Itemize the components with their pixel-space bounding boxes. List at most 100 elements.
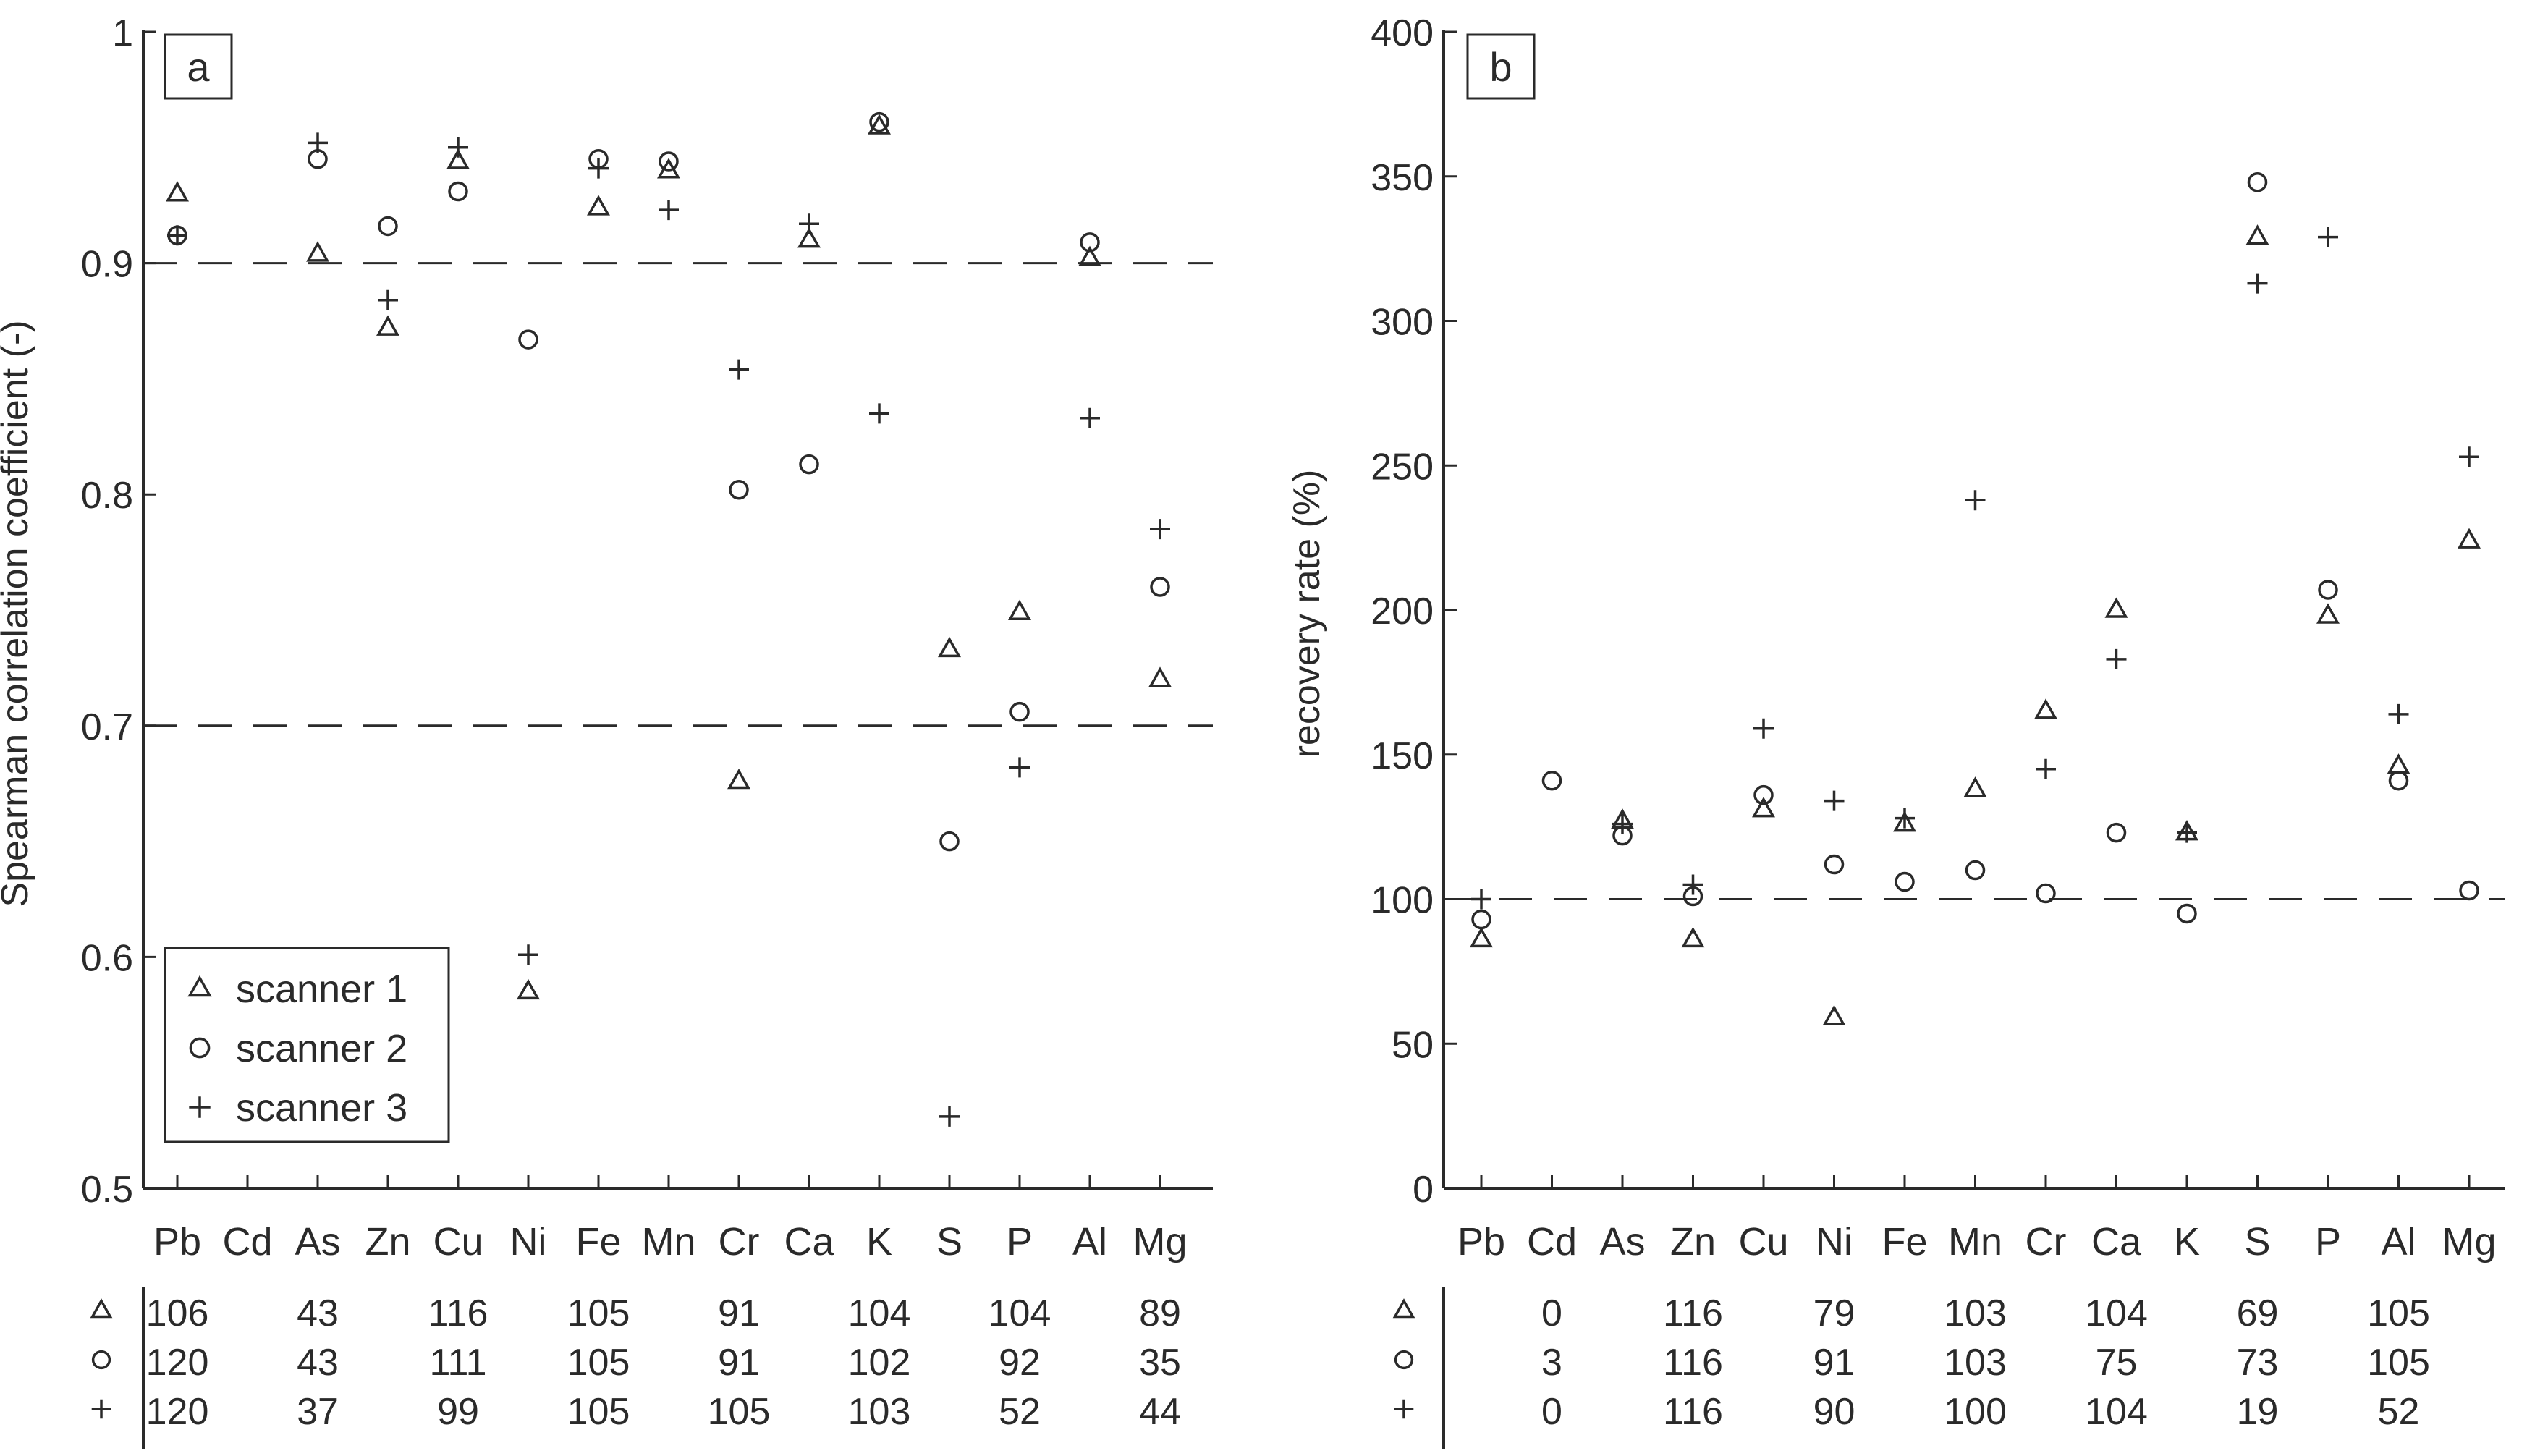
table-cell: 92 [999,1342,1041,1384]
data-point-circle [1080,232,1100,253]
data-point-plus [1682,874,1703,895]
y-tick-label: 0.5 [81,1169,133,1211]
table-cell: 116 [1663,1292,1723,1334]
table-row-marker [90,1298,113,1319]
data-point-triangle [797,227,821,248]
data-point-triangle [1078,245,1101,266]
data-point-circle [2318,580,2338,600]
table-cell: 105 [567,1391,630,1433]
data-point-plus [2388,703,2409,724]
data-point-triangle [1008,599,1031,620]
table-cell: 104 [2085,1292,2148,1334]
data-point-triangle [2034,698,2057,719]
data-point-triangle [868,114,891,135]
y-tick-label: 300 [1371,302,1434,344]
data-point-plus [939,1106,960,1127]
x-tick-label: S [2244,1220,2270,1264]
table-cell: 116 [428,1292,488,1334]
table-cell: 44 [1139,1391,1181,1433]
legend: scanner 1 scanner 2 scanner 3 [164,947,450,1143]
y-tick-label: 400 [1371,12,1434,54]
data-point-triangle [2316,603,2340,624]
data-point-triangle [1681,926,1705,948]
y-tick-label: 0.8 [81,475,133,517]
legend-entry: scanner 3 [236,1086,407,1130]
data-point-circle [1965,860,1986,881]
table-cell: 105 [567,1292,630,1334]
x-tick-label: Fe [575,1220,621,1264]
x-tick-label: Zn [1670,1220,1716,1264]
data-point-plus [167,225,187,246]
x-tick-label: Mg [2442,1220,2496,1264]
data-point-plus [2459,446,2479,467]
panel-label: a [187,44,210,90]
data-point-circle [1895,871,1915,892]
table-cell: 35 [1139,1342,1181,1384]
x-tick-label: Cr [719,1220,760,1264]
table-cell: 116 [1663,1342,1723,1384]
x-tick-label: Pb [153,1220,201,1264]
x-tick-label: S [936,1220,962,1264]
data-point-triangle [166,181,189,202]
data-point-plus [308,132,328,153]
data-point-plus [1824,790,1845,811]
data-point-circle [729,480,749,500]
x-tick-label: Cd [222,1220,272,1264]
data-point-triangle [2387,753,2410,774]
x-tick-label: Cd [1527,1220,1577,1264]
table-cell: 104 [2085,1391,2148,1433]
data-point-circle [1150,577,1170,597]
data-point-triangle [1893,811,1916,832]
table-cell: 91 [1813,1342,1855,1384]
data-point-triangle [587,195,610,216]
legend-marker [187,975,212,997]
data-point-circle [2388,770,2409,791]
data-point-plus [1009,757,1030,778]
x-tick-label: Zn [365,1220,410,1264]
data-point-triangle [938,636,961,658]
y-tick-label: 200 [1371,591,1434,632]
y-tick-label: 0.7 [81,706,133,748]
table-cell: 104 [989,1292,1051,1334]
y-tick-label: 0.9 [81,244,133,286]
y-axis-label: Spearman correlation coefficient (-) [0,320,36,907]
table-cell: 73 [2237,1342,2279,1384]
panel-label: b [1489,44,1512,90]
data-point-plus [869,403,889,424]
panel-label-box [164,33,233,100]
data-point-plus [378,289,398,310]
data-point-plus [1895,808,1915,829]
x-tick-label: Ni [1816,1220,1853,1264]
table-cell: 111 [429,1342,486,1384]
legend-entry: scanner 2 [236,1027,407,1070]
table-row-marker [1394,1350,1414,1370]
data-point-triangle [446,148,470,169]
table-cell: 43 [297,1342,339,1384]
data-point-plus [1753,718,1774,739]
table-cell: 0 [1541,1391,1562,1433]
count-table: 106 43 116 105 91 104 104 89 120 43 111 105 91 102 92 3… [90,1287,1181,1449]
table-cell: 103 [848,1391,911,1433]
data-point-circle [2036,883,2056,904]
y-tick-label: 100 [1371,880,1434,922]
legend-entry: scanner 1 [236,968,407,1011]
table-cell: 3 [1541,1342,1562,1384]
x-tick-label: Mn [1948,1220,2002,1264]
table-cell: 91 [718,1342,760,1384]
table-cell: 120 [146,1391,209,1433]
x-tick-label: Ca [2091,1220,2142,1264]
table-cell: 19 [2237,1391,2279,1433]
table-cell: 89 [1139,1292,1181,1334]
table-cell: 105 [567,1342,630,1384]
data-point-circle [518,329,538,350]
legend-marker [189,1096,211,1118]
table-cell: 69 [2237,1292,2279,1334]
data-point-plus [659,200,679,221]
table-cell: 104 [848,1292,911,1334]
x-tick-label: Mg [1133,1220,1187,1264]
legend-marker [189,1037,211,1059]
data-point-circle [2459,880,2479,901]
data-point-triangle [1752,797,1775,818]
x-tick-label: Al [1072,1220,1107,1264]
